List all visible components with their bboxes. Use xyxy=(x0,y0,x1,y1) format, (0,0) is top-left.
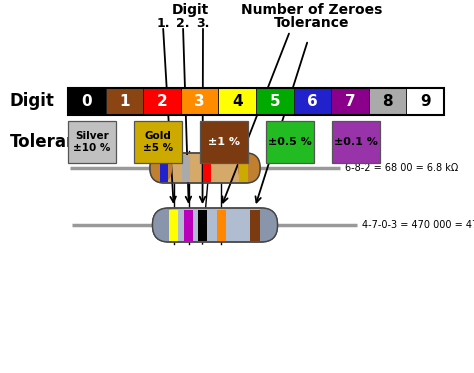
Bar xyxy=(68,88,444,115)
Bar xyxy=(134,121,182,163)
Bar xyxy=(293,88,331,115)
Bar xyxy=(369,88,406,115)
Text: 1.: 1. xyxy=(156,17,170,30)
FancyBboxPatch shape xyxy=(153,208,177,242)
FancyBboxPatch shape xyxy=(253,208,277,242)
Bar xyxy=(184,210,193,241)
Text: 3: 3 xyxy=(194,94,205,109)
Bar xyxy=(181,88,219,115)
Bar xyxy=(68,121,116,163)
Bar xyxy=(160,154,168,182)
Bar xyxy=(239,154,247,182)
Text: ±0.5 %: ±0.5 % xyxy=(268,137,312,147)
Text: 9: 9 xyxy=(420,94,430,109)
Text: 8: 8 xyxy=(383,94,393,109)
FancyBboxPatch shape xyxy=(150,153,172,183)
Bar xyxy=(106,88,143,115)
Text: Number of Zeroes: Number of Zeroes xyxy=(241,3,383,17)
Text: 0: 0 xyxy=(82,94,92,109)
Text: Digit: Digit xyxy=(10,93,55,110)
Bar xyxy=(68,88,106,115)
Text: 6-8-2 = 68 00 = 6.8 kΩ: 6-8-2 = 68 00 = 6.8 kΩ xyxy=(345,163,458,173)
Bar xyxy=(250,210,260,241)
Bar xyxy=(266,121,314,163)
Bar xyxy=(256,88,293,115)
Text: Tolerance: Tolerance xyxy=(10,133,100,151)
Text: 5: 5 xyxy=(270,94,280,109)
Text: 1: 1 xyxy=(119,94,130,109)
Bar xyxy=(332,121,380,163)
Text: ±1 %: ±1 % xyxy=(208,137,240,147)
Text: 6: 6 xyxy=(307,94,318,109)
Bar xyxy=(217,210,226,241)
Text: ±0.1 %: ±0.1 % xyxy=(334,137,378,147)
Text: Tolerance: Tolerance xyxy=(274,16,350,30)
Text: 4-7-0-3 = 470 000 = 470 kΩ: 4-7-0-3 = 470 000 = 470 kΩ xyxy=(363,220,474,230)
Text: 2.: 2. xyxy=(176,17,190,30)
Bar xyxy=(198,210,207,241)
FancyBboxPatch shape xyxy=(153,208,277,242)
Bar xyxy=(143,88,181,115)
Bar xyxy=(203,154,211,182)
Text: Silver
±10 %: Silver ±10 % xyxy=(73,131,111,153)
FancyBboxPatch shape xyxy=(150,153,260,183)
Bar xyxy=(200,121,248,163)
Text: Digit: Digit xyxy=(172,3,209,17)
Text: 2: 2 xyxy=(156,94,167,109)
Text: 7: 7 xyxy=(345,94,356,109)
FancyBboxPatch shape xyxy=(238,153,260,183)
Text: 3.: 3. xyxy=(196,17,210,30)
Bar xyxy=(406,88,444,115)
Bar xyxy=(169,210,178,241)
Text: 4: 4 xyxy=(232,94,243,109)
Bar xyxy=(219,88,256,115)
Text: Gold
±5 %: Gold ±5 % xyxy=(143,131,173,153)
Bar xyxy=(182,154,191,182)
Bar xyxy=(331,88,369,115)
